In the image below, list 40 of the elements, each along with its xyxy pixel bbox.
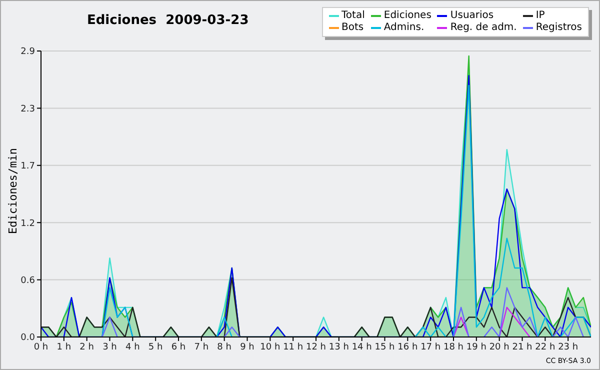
x-tick-label: 20 h [489,342,510,352]
x-tick-label: 22 h [535,342,556,352]
y-tick-label: 1.2 [20,218,35,229]
x-tick-label: 8 h [217,342,232,352]
x-tick-label: 13 h [328,342,349,352]
x-tick-label: 5 h [148,342,163,352]
legend-label: Bots [340,22,365,34]
x-tick-label: 4 h [126,342,140,352]
legend-label: Total [340,10,365,22]
legend-label: Ediciones [382,10,432,22]
x-tick-label: 14 h [352,342,372,352]
legend-label: Reg. de adm. [449,22,517,34]
legend-label: IP [534,10,546,22]
x-tick-label: 21 h [512,342,532,352]
x-tick-label: 7 h [194,342,209,352]
y-tick-label: 1.7 [20,162,35,172]
x-tick-label: 9 h [240,342,254,352]
x-tick-label: 18 h [443,342,464,352]
y-tick-label: 0.0 [20,333,36,344]
y-tick-label: 2.9 [20,47,36,58]
legend-label: Registros [534,22,582,34]
y-tick-label: 0.6 [20,276,36,286]
legend-label: Usuarios [449,10,495,22]
y-tick-label: 2.3 [20,104,35,114]
x-tick-label: 17 h [420,342,441,352]
y-axis-title: Ediciones/min [6,148,20,234]
x-tick-label: 2 h [80,342,94,352]
x-tick-label: 16 h [398,342,418,352]
x-tick-label: 0 h [34,342,48,352]
x-tick-label: 11 h [283,342,304,352]
x-tick-label: 3 h [102,342,117,352]
x-tick-label: 12 h [306,342,326,352]
x-tick-label: 6 h [171,342,186,352]
x-tick-label: 1 h [56,342,72,352]
x-tick-label: 10 h [260,342,280,352]
x-tick-label: 19 h [466,342,486,352]
chart-title: Ediciones 2009-03-23 [87,13,249,28]
x-tick-label: 23 h [558,342,578,352]
x-tick-label: 15 h [374,342,395,352]
legend-label: Admins. [382,22,426,34]
